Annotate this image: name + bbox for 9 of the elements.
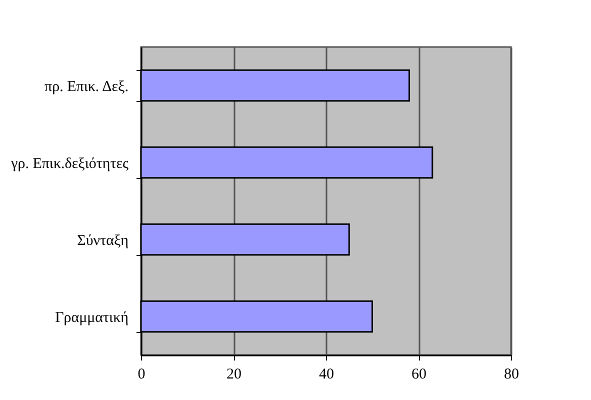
y-tick-label: Γραμματική <box>55 310 129 326</box>
x-tick-label: 40 <box>319 366 334 382</box>
x-tick-label: 60 <box>412 366 426 382</box>
y-tick-label: πρ. Επικ. Δεξ. <box>44 79 128 95</box>
y-tick-label: γρ. Επικ.δεξιότητες <box>10 156 129 172</box>
x-tick-label: 80 <box>504 366 519 382</box>
y-tick-label: Σύνταξη <box>77 233 129 249</box>
x-tick-label: 0 <box>138 366 146 382</box>
x-tick-label: 20 <box>226 366 242 382</box>
